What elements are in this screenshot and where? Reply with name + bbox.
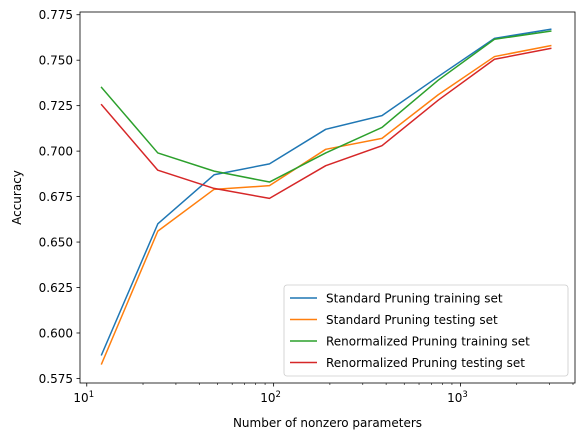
x-axis: 101 102 103	[73, 383, 574, 405]
x-axis-label: Number of nonzero parameters	[233, 416, 422, 430]
legend-label: Renormalized Pruning testing set	[326, 356, 525, 370]
x-tick-label: 101	[73, 390, 94, 405]
series-line-4	[100, 47, 552, 200]
y-tick-label: 0.750	[39, 53, 73, 67]
x-tick-label: 102	[260, 390, 281, 405]
plot-frame	[79, 11, 576, 384]
legend-label: Renormalized Pruning training set	[326, 334, 530, 348]
series-line-2	[100, 44, 552, 365]
legend-box	[283, 284, 569, 377]
legend: Standard Pruning training set Standard Pr…	[283, 284, 569, 377]
y-tick-label: 0.625	[39, 281, 73, 295]
y-tick-label: 0.700	[39, 144, 73, 158]
y-tick-label: 0.650	[39, 235, 73, 249]
y-tick-label: 0.725	[39, 99, 73, 113]
x-tick-label: 103	[447, 390, 468, 405]
series-line-1	[100, 28, 552, 356]
legend-label: Standard Pruning testing set	[326, 313, 498, 327]
y-tick-label: 0.775	[39, 8, 73, 22]
series-lines	[100, 28, 552, 365]
y-tick-label: 0.600	[39, 326, 73, 340]
legend-label: Standard Pruning training set	[326, 291, 503, 305]
y-tick-label: 0.675	[39, 190, 73, 204]
y-axis-label: Accuracy	[10, 170, 24, 225]
y-tick-label: 0.575	[39, 372, 73, 386]
y-axis: 0.575 0.600 0.625 0.650 0.675 0.700 0.725 0.750…	[39, 8, 80, 386]
series-line-3	[100, 30, 552, 183]
